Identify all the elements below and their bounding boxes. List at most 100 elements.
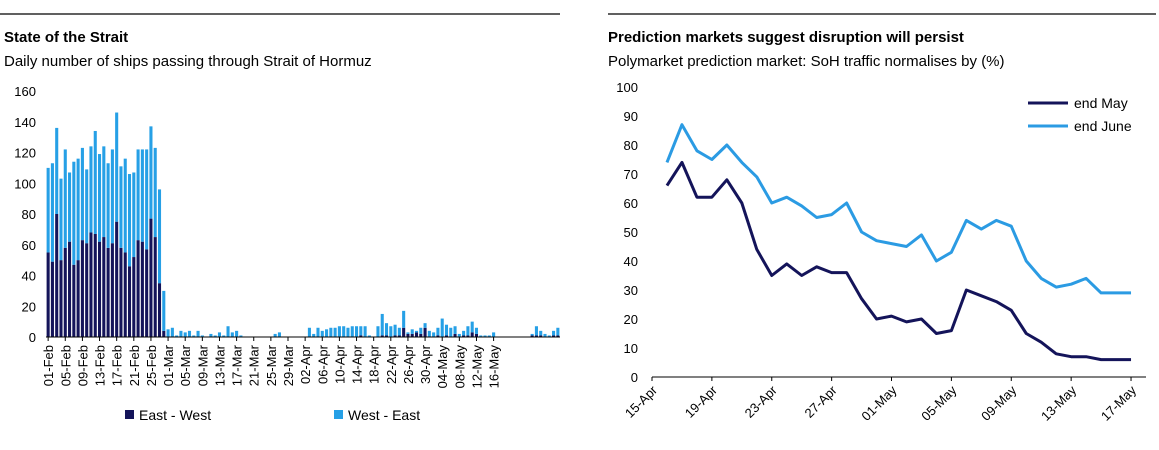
bar-west-east	[346, 327, 350, 337]
x-tick-label: 05-Feb	[58, 345, 73, 386]
bar-west-east	[419, 327, 423, 334]
bar-west-east	[483, 335, 487, 337]
bar-west-east	[102, 146, 106, 238]
bar-west-east	[72, 161, 76, 265]
bar-east-west	[140, 241, 144, 337]
bar-east-west	[63, 247, 67, 337]
chart-title: State of the Strait	[4, 29, 128, 46]
bar-west-east	[235, 330, 239, 337]
bar-west-east	[50, 163, 54, 262]
bar-west-east	[552, 330, 556, 336]
bar-east-west	[466, 335, 470, 337]
y-tick-label: 60	[22, 238, 36, 253]
bar-east-west	[85, 243, 89, 337]
y-tick-label: 40	[624, 254, 638, 269]
x-tick-label: 30-Apr	[418, 344, 433, 384]
bar-west-east	[59, 178, 63, 261]
bar-east-west	[162, 330, 166, 337]
bar-west-east	[226, 326, 230, 337]
bar-west-east	[132, 172, 136, 258]
bar-west-east	[453, 326, 457, 334]
bar-west-east	[466, 326, 470, 336]
bar-west-east	[530, 333, 534, 336]
bar-west-east	[367, 335, 371, 337]
bar-east-west	[132, 257, 136, 337]
bar-west-east	[98, 154, 102, 242]
x-tick-label: 21-Mar	[247, 344, 262, 386]
legend: end May end June	[1028, 95, 1132, 134]
bar-east-west	[462, 335, 466, 337]
x-tick-label: 19-Apr	[682, 382, 721, 421]
bar-west-east	[136, 149, 140, 241]
bar-east-west	[534, 335, 538, 337]
x-tick-label: 25-Mar	[264, 344, 279, 386]
bar-east-west	[393, 335, 397, 337]
y-tick-label: 140	[14, 115, 36, 130]
bar-east-west	[384, 335, 389, 337]
bar-west-east	[316, 327, 320, 337]
bar-west-east	[209, 333, 213, 337]
bar-west-east	[547, 335, 551, 337]
y-tick-label: 80	[22, 207, 36, 222]
bar-east-west	[397, 335, 401, 337]
bar-east-west	[410, 333, 414, 337]
bar-west-east	[93, 130, 97, 234]
bar-east-west	[453, 333, 457, 337]
bar-west-east	[359, 326, 363, 336]
bar-west-east	[153, 147, 157, 238]
x-tick-label: 01-Feb	[41, 345, 56, 386]
y-tick-label: 50	[624, 225, 638, 240]
bar-east-west	[153, 237, 157, 337]
bar-west-east	[534, 326, 538, 336]
bar-west-east	[192, 335, 196, 337]
legend-swatch-west-east	[334, 410, 343, 419]
chart-title: Prediction markets suggest disruption wi…	[608, 29, 964, 46]
bar-west-east	[410, 329, 414, 334]
bar-east-west	[149, 218, 153, 337]
bar-west-east	[140, 149, 144, 242]
bar-east-west	[556, 335, 560, 337]
y-tick-label: 90	[624, 109, 638, 124]
strait-ships-chart: State of the Strait Daily number of ship…	[0, 13, 560, 423]
bar-west-east	[406, 332, 410, 334]
bar-west-east	[342, 326, 346, 337]
bar-west-east	[85, 169, 89, 244]
chart-subtitle: Polymarket prediction market: SoH traffi…	[608, 53, 1005, 70]
bar-west-east	[187, 330, 192, 337]
bar-east-west	[110, 243, 114, 337]
bar-west-east	[393, 324, 397, 336]
chart-subtitle: Daily number of ships passing through St…	[4, 53, 372, 70]
bar-east-west	[436, 335, 440, 337]
bar-east-west	[93, 233, 97, 337]
bar-east-west	[423, 327, 427, 337]
bar-east-west	[55, 214, 59, 337]
bar-west-east	[492, 332, 496, 337]
x-tick-label: 17-Feb	[110, 345, 125, 386]
y-tick-label: 20	[22, 299, 36, 314]
bar-west-east	[487, 335, 491, 337]
x-tick-label: 27-Apr	[802, 382, 841, 421]
bar-west-east	[217, 332, 222, 337]
bar-west-east	[350, 326, 354, 337]
x-tick-label: 09-Feb	[75, 345, 90, 386]
bar-west-east	[273, 333, 277, 337]
bar-west-east	[444, 324, 449, 336]
bar-west-east	[307, 327, 311, 337]
bar-west-east	[470, 321, 474, 333]
series-line-end-may	[665, 160, 1132, 362]
bar-west-east	[556, 327, 560, 336]
y-tick-label: 40	[22, 269, 36, 284]
bar-west-east	[170, 327, 174, 337]
bar-west-east	[179, 330, 183, 337]
bar-east-west	[106, 247, 110, 337]
bar-east-west	[72, 264, 76, 337]
bar-west-east	[123, 158, 127, 253]
y-tick-label: 100	[14, 176, 36, 191]
bar-east-west	[380, 335, 384, 337]
y-tick-label: 0	[29, 330, 36, 345]
bar-west-east	[200, 335, 204, 337]
bar-west-east	[380, 313, 384, 336]
bar-west-east	[457, 333, 461, 337]
bar-east-west	[76, 260, 80, 338]
y-tick-label: 30	[624, 283, 638, 298]
